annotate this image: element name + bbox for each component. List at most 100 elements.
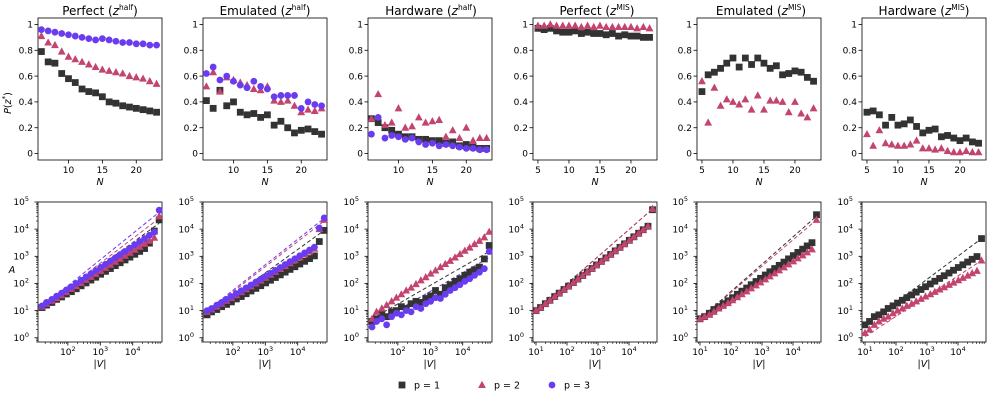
- data-point: [263, 111, 271, 119]
- data-point: [368, 323, 376, 331]
- data-point: [900, 120, 908, 128]
- data-point: [485, 227, 494, 235]
- data-point: [150, 228, 158, 236]
- legend-marker: [398, 381, 406, 389]
- data-point: [766, 96, 775, 104]
- data-point: [881, 139, 890, 147]
- data-point: [921, 292, 930, 300]
- y-tick-label: 0.8: [843, 46, 858, 56]
- y-tick-label: 0.2: [843, 124, 857, 134]
- series-p=2: [202, 68, 326, 116]
- x-tick-label: 103: [590, 345, 606, 358]
- fit-line: [206, 217, 325, 312]
- data-point: [565, 28, 573, 36]
- x-tick-label: 15: [427, 166, 438, 176]
- y-tick-label: 103: [508, 250, 524, 263]
- legend-label: p = 2: [494, 381, 520, 392]
- data-point: [202, 82, 211, 90]
- data-point: [596, 21, 604, 29]
- data-point: [461, 271, 469, 279]
- data-point: [698, 88, 706, 95]
- series-p=3: [367, 114, 490, 154]
- plot-frame: [696, 17, 822, 161]
- data-point: [898, 304, 907, 312]
- data-point: [262, 279, 270, 287]
- fit-line: [699, 219, 817, 320]
- y-tick-label: 103: [343, 250, 359, 263]
- data-point: [949, 148, 958, 156]
- series-p=1: [368, 242, 493, 325]
- data-point: [97, 270, 105, 278]
- series-p=2: [37, 31, 161, 87]
- data-point: [590, 30, 598, 37]
- data-point: [922, 283, 929, 291]
- data-point: [152, 79, 161, 87]
- data-point: [281, 261, 289, 268]
- data-point: [98, 65, 107, 73]
- data-point: [931, 125, 939, 133]
- data-point: [310, 106, 319, 114]
- data-point: [803, 248, 812, 256]
- data-point: [633, 24, 642, 32]
- data-point: [889, 309, 897, 317]
- data-point: [808, 245, 816, 253]
- y-tick-label: 0.4: [843, 98, 858, 108]
- data-point: [714, 304, 723, 312]
- x-tick-label: 20: [461, 166, 473, 176]
- data-point: [775, 266, 784, 274]
- data-point: [58, 30, 66, 37]
- data-point: [257, 114, 264, 121]
- data-point: [119, 102, 127, 110]
- data-point: [291, 263, 299, 271]
- data-point: [202, 97, 210, 105]
- data-point: [614, 22, 623, 31]
- fit-line: [864, 238, 982, 327]
- y-tick-label: 1: [522, 21, 528, 31]
- x-tick-label: 104: [950, 345, 966, 358]
- data-point: [546, 20, 555, 28]
- data-point: [85, 35, 93, 43]
- data-point: [456, 143, 463, 151]
- data-point: [724, 298, 732, 307]
- data-point: [401, 123, 410, 131]
- data-point: [146, 231, 153, 239]
- data-point: [917, 294, 925, 302]
- data-point: [462, 144, 470, 152]
- data-point: [131, 241, 139, 249]
- data-point: [141, 235, 148, 242]
- data-point: [412, 279, 420, 288]
- y-tick-label: 0: [192, 150, 198, 160]
- data-point: [462, 141, 470, 148]
- data-point: [639, 225, 648, 233]
- data-point: [227, 298, 235, 306]
- data-point: [908, 291, 916, 299]
- data-point: [402, 286, 411, 294]
- data-point: [44, 58, 52, 66]
- x-axis-label: |V|: [94, 359, 107, 370]
- data-point: [449, 142, 457, 150]
- data-point: [466, 268, 474, 276]
- data-point: [218, 299, 226, 306]
- x-tick-label: 15: [923, 166, 934, 176]
- data-point: [155, 216, 163, 224]
- panel-title-hardware-half: Hardware (zhalf): [385, 3, 477, 18]
- data-point: [441, 290, 449, 298]
- data-point: [808, 239, 816, 247]
- data-point: [553, 27, 560, 35]
- data-point: [281, 268, 289, 276]
- data-point: [700, 312, 709, 320]
- y-tick-label: 0.6: [843, 72, 858, 82]
- data-point: [397, 311, 405, 319]
- data-point: [82, 273, 90, 281]
- data-point: [584, 28, 591, 36]
- data-point: [621, 31, 629, 39]
- y-tick-label: 105: [672, 195, 688, 208]
- data-point: [789, 257, 798, 265]
- data-point: [919, 129, 927, 137]
- data-point: [383, 321, 391, 329]
- data-point: [571, 27, 579, 35]
- data-point: [716, 101, 725, 109]
- y-axis-label-a: A: [8, 265, 16, 276]
- data-point: [422, 141, 429, 148]
